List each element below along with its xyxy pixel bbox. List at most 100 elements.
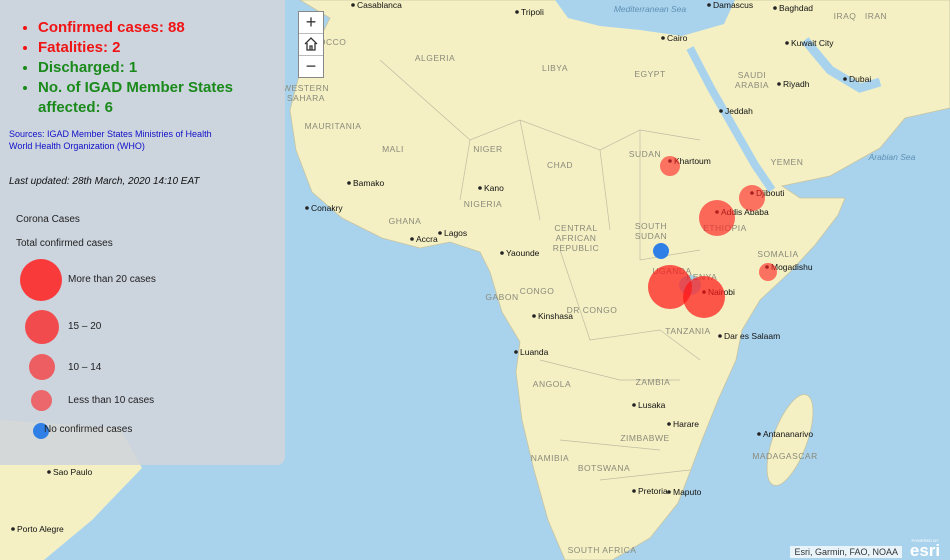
borders [379, 59, 701, 481]
country-label: ARABIA [735, 80, 769, 90]
city-label: Kinshasa [538, 311, 573, 321]
city-label: Dubai [849, 74, 871, 84]
city-dot [515, 10, 519, 14]
case-marker[interactable] [648, 265, 692, 309]
case-marker[interactable] [759, 263, 777, 281]
city-dot [757, 432, 761, 436]
city-label: Tripoli [521, 7, 544, 17]
country-label: MAURITANIA [305, 121, 362, 131]
city-label: Maputo [673, 487, 702, 497]
city-dot [843, 77, 847, 81]
city-dot [11, 527, 15, 531]
country-label: MALI [382, 144, 404, 154]
city-dot [718, 334, 722, 338]
city-dot [478, 186, 482, 190]
legend-title: Corona Cases [16, 214, 80, 225]
country-label: AFRICAN [556, 233, 597, 243]
case-marker[interactable] [683, 276, 725, 318]
info-panel: Confirmed cases: 88 Fatalities: 2 Discha… [0, 0, 285, 465]
legend-symbol [25, 310, 59, 344]
country-label: IRAQ [834, 11, 857, 21]
city-dot [632, 489, 636, 493]
city-label: Pretoria [638, 486, 668, 496]
city-dot [661, 36, 665, 40]
case-marker[interactable] [660, 156, 680, 176]
states-affected: No. of IGAD Member States affected: 6 [38, 78, 243, 118]
confirmed-cases: Confirmed cases: 88 [38, 18, 243, 38]
home-button[interactable] [299, 34, 323, 56]
country-label: SOMALIA [757, 249, 798, 259]
city-dot [777, 82, 781, 86]
case-marker[interactable] [739, 185, 765, 211]
legend-symbol [31, 390, 52, 411]
country-label: NIGER [473, 144, 502, 154]
country-label: CHAD [547, 160, 573, 170]
city-label: Addis Ababa [721, 207, 769, 217]
legend-symbol [20, 259, 62, 301]
city-dot [347, 181, 351, 185]
country-label: NIGERIA [464, 199, 502, 209]
last-updated: Last updated: 28th March, 2020 14:10 EAT [9, 176, 200, 187]
country-label: SOUTH [635, 221, 667, 231]
red-sea [686, 46, 776, 193]
city-dot [707, 3, 711, 7]
city-dot [532, 314, 536, 318]
city-dot [410, 237, 414, 241]
city-label: Casablanca [357, 0, 402, 10]
country-label: WESTERN [283, 83, 329, 93]
no-case-marker[interactable] [653, 243, 669, 259]
city-label: Baghdad [779, 3, 813, 13]
country-label: IRAN [865, 11, 887, 21]
country-label: GABON [485, 292, 518, 302]
legend-item: More than 20 cases [68, 274, 156, 285]
city-dot [667, 422, 671, 426]
source-line: World Health Organization (WHO) [9, 141, 145, 151]
city-dot [305, 206, 309, 210]
country-label: SUDAN [629, 149, 661, 159]
mediterranean [555, 0, 735, 36]
country-label: ZIMBABWE [620, 433, 669, 443]
zoom-out[interactable]: − [305, 56, 317, 76]
madagascar [766, 394, 814, 486]
country-label: BOTSWANA [578, 463, 630, 473]
attribution: Esri, Garmin, FAO, NOAA [790, 546, 902, 558]
esri-logo: POWERED BY esri [906, 538, 944, 560]
city-label: Djibouti [756, 188, 784, 198]
land [289, 0, 950, 560]
legend-item: 15 – 20 [68, 321, 102, 332]
sources: Sources: IGAD Member States Ministries o… [9, 128, 212, 152]
city-dot [438, 231, 442, 235]
city-dot [785, 41, 789, 45]
city-dot [667, 490, 671, 494]
country-label: GHANA [389, 216, 422, 226]
logo-name: esri [909, 541, 941, 560]
city-dot [351, 3, 355, 7]
zoom-in[interactable]: + [299, 12, 323, 34]
case-marker[interactable] [699, 200, 735, 236]
country-label: REPUBLIC [553, 243, 600, 253]
sea-label: Arabian Sea [868, 152, 916, 162]
country-label: TANZANIA [665, 326, 710, 336]
country-label: SAUDI [738, 70, 766, 80]
city-dot [719, 109, 723, 113]
country-label: LIBYA [542, 63, 568, 73]
country-label: CENTRAL [554, 223, 597, 233]
country-label: SAHARA [287, 93, 325, 103]
city-label: Conakry [311, 203, 343, 213]
legend-item: No confirmed cases [44, 424, 133, 435]
city-label: Kuwait City [791, 38, 834, 48]
city-label: Bamako [353, 178, 384, 188]
city-dot [773, 6, 777, 10]
sea-label: Mediterranean Sea [614, 4, 687, 14]
legend-item: 10 – 14 [68, 362, 102, 373]
city-label: Riyadh [783, 79, 810, 89]
country-label: MADAGASCAR [752, 451, 817, 461]
city-label: Yaounde [506, 248, 540, 258]
country-label: EGYPT [634, 69, 665, 79]
legend-subtitle: Total confirmed cases [16, 238, 113, 249]
city-dot [632, 403, 636, 407]
discharged: Discharged: 1 [38, 58, 243, 78]
case-markers [648, 156, 777, 318]
